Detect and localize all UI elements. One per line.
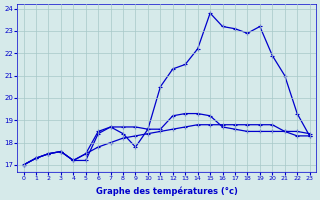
X-axis label: Graphe des températures (°c): Graphe des températures (°c)	[96, 186, 237, 196]
